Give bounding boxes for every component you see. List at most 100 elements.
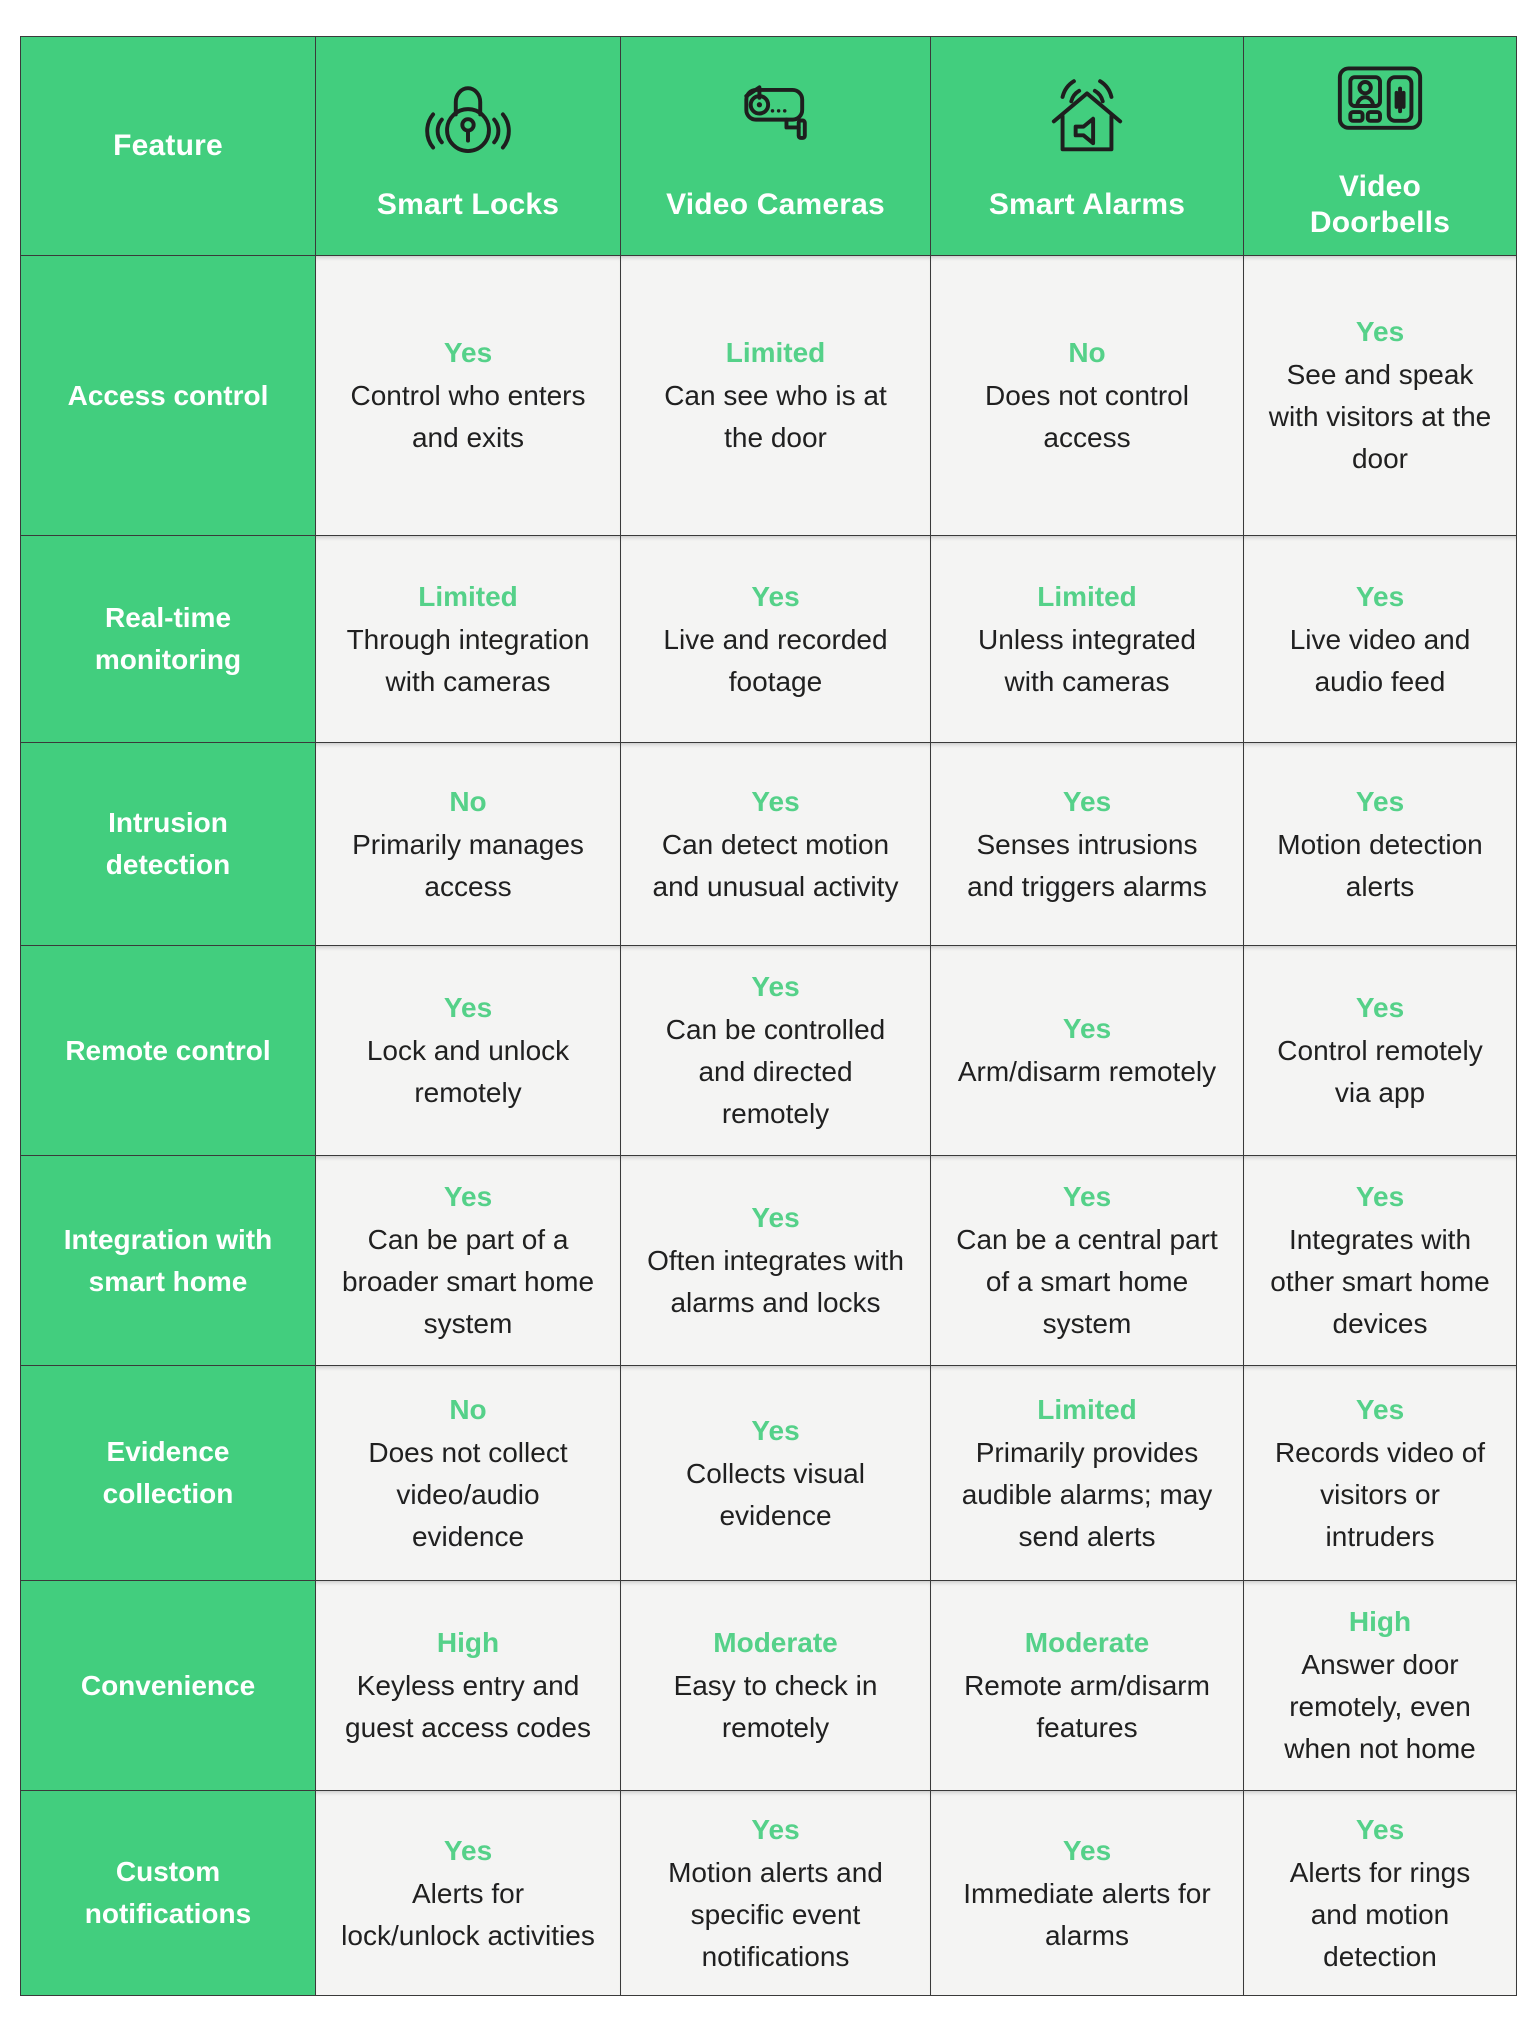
cell-description: Live video and audio feed	[1289, 623, 1471, 697]
status-value: Moderate	[713, 1627, 838, 1658]
feature-label: Real-time monitoring	[20, 535, 316, 743]
comparison-cell: No Primarily manages access	[315, 742, 621, 946]
feature-label: Custom notifications	[20, 1790, 316, 1996]
cell-description: Primarily manages access	[352, 828, 584, 902]
cell-description: Does not control access	[985, 380, 1189, 453]
cell-description: Can be controlled and directed remotely	[665, 1014, 886, 1129]
cell-description: Immediate alerts for alarms	[963, 1877, 1211, 1951]
status-value: Yes	[1355, 316, 1405, 347]
status-value: Yes	[443, 992, 493, 1023]
comparison-cell: Moderate Remote arm/disarm features	[930, 1580, 1244, 1791]
header-label: Video Cameras	[666, 188, 885, 221]
status-value: Yes	[751, 1813, 800, 1845]
status-value: Yes	[1355, 580, 1405, 612]
comparison-cell: Yes Integrates with other smart home devi…	[1243, 1155, 1517, 1366]
status-value: Yes	[751, 1414, 800, 1446]
table-body: Access control Yes Control who enters and …	[20, 255, 1517, 1996]
status-value: Yes	[1062, 785, 1112, 817]
cell-description: Senses intrusions and triggers alarms	[967, 828, 1207, 902]
status-value: Limited	[1037, 1393, 1137, 1425]
comparison-cell: Yes Immediate alerts for alarms	[930, 1790, 1244, 1996]
cell-description: Easy to check in remotely	[673, 1670, 878, 1743]
smart-alarm-icon	[1024, 69, 1150, 165]
comparison-cell: Yes Records video of visitors or intruder…	[1243, 1365, 1517, 1581]
table-row: Intrusion detection No Primarily manages a…	[20, 742, 1517, 946]
cell-description: Control remotely via app	[1277, 1035, 1483, 1108]
comparison-cell: No Does not control access	[930, 255, 1244, 536]
feature-label: Remote control	[20, 945, 316, 1156]
cell-description: Alerts for rings and motion detection	[1289, 1856, 1471, 1972]
feature-label: Integration with smart home	[20, 1155, 316, 1366]
cell-description: Keyless entry and guest access codes	[345, 1670, 591, 1743]
comparison-cell: Yes Motion alerts and specific event noti…	[620, 1790, 931, 1996]
status-value: Yes	[443, 337, 493, 368]
header-feature: Feature	[20, 36, 316, 256]
status-value: Yes	[443, 1181, 493, 1212]
status-value: Yes	[1355, 1813, 1405, 1845]
feature-label: Evidence collection	[20, 1365, 316, 1581]
comparison-cell: Yes Live and recorded footage	[620, 535, 931, 743]
video-camera-icon	[713, 69, 839, 165]
cell-description: Lock and unlock remotely	[366, 1035, 570, 1108]
table-row: Evidence collection No Does not collect vi…	[20, 1365, 1517, 1581]
comparison-cell: Limited Unless integrated with cameras	[930, 535, 1244, 743]
status-value: Yes	[751, 580, 800, 612]
comparison-cell: Yes Senses intrusions and triggers alarms	[930, 742, 1244, 946]
status-value: No	[449, 785, 487, 817]
status-value: Yes	[1355, 1181, 1405, 1212]
cell-description: Can detect motion and unusual activity	[652, 828, 899, 902]
comparison-cell: Limited Primarily provides audible alarms…	[930, 1365, 1244, 1581]
header-label: Video Doorbells	[1309, 170, 1451, 239]
comparison-cell: High Answer door remotely, even when not …	[1243, 1580, 1517, 1791]
feature-label: Intrusion detection	[20, 742, 316, 946]
comparison-cell: Yes Can be a central part of a smart home…	[930, 1155, 1244, 1366]
comparison-cell: High Keyless entry and guest access codes	[315, 1580, 621, 1791]
cell-description: Collects visual evidence	[686, 1457, 865, 1531]
cell-description: Motion detection alerts	[1277, 828, 1483, 902]
comparison-cell: Yes Can be controlled and directed remote…	[620, 945, 931, 1156]
comparison-cell: Yes Control who enters and exits	[315, 255, 621, 536]
table-row: Access control Yes Control who enters and …	[20, 255, 1517, 536]
header-column-video-doorbells: Video Doorbells	[1243, 36, 1517, 256]
comparison-cell: Limited Through integration with cameras	[315, 535, 621, 743]
feature-label: Access control	[20, 255, 316, 536]
status-value: Yes	[1355, 1393, 1405, 1425]
status-value: High	[436, 1627, 500, 1658]
table-row: Convenience High Keyless entry and guest a…	[20, 1580, 1517, 1791]
header-label: Smart Alarms	[988, 188, 1186, 221]
comparison-cell: Yes See and speak with visitors at the do…	[1243, 255, 1517, 536]
header-column-smart-locks: Smart Locks	[315, 36, 621, 256]
header-row: Feature Smart Locks Video Cameras	[20, 36, 1517, 256]
header-label: Smart Locks	[376, 188, 560, 221]
table-row: Integration with smart home Yes Can be par…	[20, 1155, 1517, 1366]
cell-description: Unless integrated with cameras	[978, 623, 1196, 697]
table-row: Custom notifications Yes Alerts for lock/u…	[20, 1790, 1517, 1996]
cell-description: Live and recorded footage	[663, 623, 888, 697]
cell-description: Primarily provides audible alarms; may s…	[961, 1436, 1213, 1552]
cell-description: See and speak with visitors at the door	[1268, 359, 1492, 474]
status-value: Yes	[1062, 1181, 1112, 1212]
cell-description: Records video of visitors or intruders	[1274, 1436, 1486, 1552]
cell-description: Can be part of a broader smart home syst…	[341, 1224, 595, 1339]
status-value: Yes	[1355, 785, 1405, 817]
status-value: Yes	[751, 971, 800, 1002]
cell-description: Does not collect video/audio evidence	[368, 1436, 568, 1552]
cell-description: Answer door remotely, even when not home	[1284, 1649, 1476, 1764]
video-doorbell-icon	[1317, 51, 1443, 147]
cell-description: Through integration with cameras	[346, 623, 590, 697]
table-header: Feature Smart Locks Video Cameras	[20, 36, 1517, 256]
comparison-cell: Yes Motion detection alerts	[1243, 742, 1517, 946]
cell-description: Can be a central part of a smart home sy…	[956, 1224, 1218, 1339]
status-value: Yes	[751, 785, 800, 817]
comparison-cell: Limited Can see who is at the door	[620, 255, 931, 536]
table-row: Remote control Yes Lock and unlock remotel…	[20, 945, 1517, 1156]
header-feature-label: Feature	[113, 129, 223, 162]
comparison-cell: Yes Often integrates with alarms and lock…	[620, 1155, 931, 1366]
cell-description: Motion alerts and specific event notific…	[668, 1856, 883, 1972]
header-column-video-cameras: Video Cameras	[620, 36, 931, 256]
status-value: Yes	[1062, 1834, 1112, 1866]
comparison-cell: Yes Collects visual evidence	[620, 1365, 931, 1581]
comparison-cell: Yes Can be part of a broader smart home s…	[315, 1155, 621, 1366]
status-value: No	[1068, 337, 1106, 368]
